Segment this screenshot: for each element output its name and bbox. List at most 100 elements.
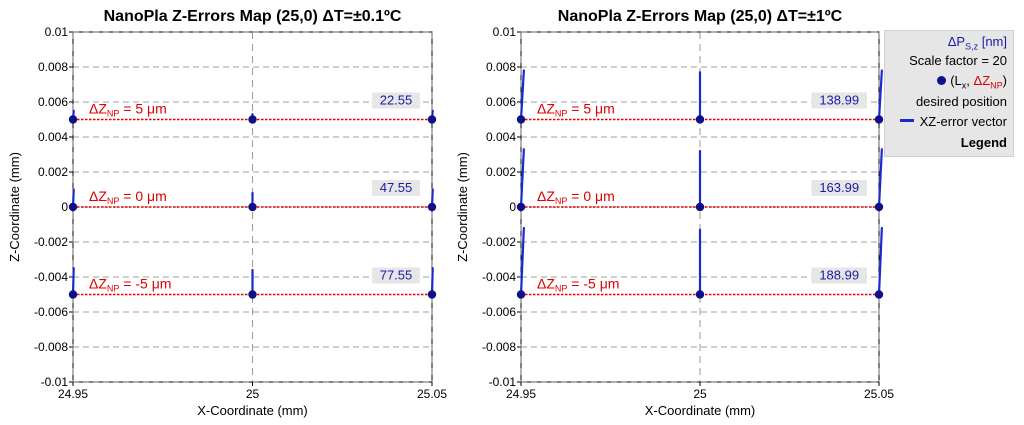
desired-position-point bbox=[695, 115, 705, 124]
desired-position-point bbox=[516, 115, 526, 124]
desired-position-point bbox=[695, 290, 705, 299]
y-tick-label: -0.008 bbox=[482, 340, 516, 354]
desired-position-point bbox=[874, 115, 884, 124]
x-tick-label: 24.95 bbox=[506, 387, 536, 401]
row-label: ΔZNP = 5 μm bbox=[537, 101, 615, 119]
row-label: ΔZNP = -5 μm bbox=[537, 276, 619, 294]
legend-point-open: (L bbox=[950, 73, 962, 88]
row-label: ΔZNP = 0 μm bbox=[89, 188, 167, 206]
legend-title-prefix: ΔP bbox=[947, 34, 966, 49]
legend-point-red: ΔZ bbox=[973, 73, 991, 88]
legend-desired: desired position bbox=[915, 94, 1007, 109]
error-value-label: 138.99 bbox=[819, 93, 859, 108]
y-tick-label: 0.004 bbox=[38, 130, 68, 144]
legend-point-close: ) bbox=[1002, 73, 1007, 88]
y-tick-label: 0.006 bbox=[38, 95, 68, 109]
y-tick-label: -0.006 bbox=[34, 305, 68, 319]
legend-point-sub: x bbox=[961, 80, 967, 91]
desired-position-point bbox=[68, 290, 78, 299]
y-tick-label: -0.004 bbox=[482, 270, 516, 284]
legend-scale: Scale factor = 20 bbox=[909, 53, 1007, 68]
desired-position-point bbox=[516, 290, 526, 299]
error-vector bbox=[877, 148, 883, 209]
desired-position-point bbox=[427, 115, 437, 124]
legend-title: ΔPS,z [nm] bbox=[948, 34, 1007, 52]
y-tick-label: 0.008 bbox=[486, 60, 516, 74]
legend-vector-entry: XZ-error vector bbox=[899, 114, 1007, 129]
row-label: ΔZNP = 5 μm bbox=[89, 101, 167, 119]
chart-panel-2: 0.01 0.008 0.006 0.004 0.002 0 -0.002 -0.004 -0.… bbox=[455, 8, 894, 418]
error-vector bbox=[877, 226, 883, 296]
error-vector bbox=[519, 148, 525, 209]
y-tick-label: 0 bbox=[61, 200, 68, 214]
error-value-label: 22.55 bbox=[380, 93, 413, 108]
x-tick-label: 24.95 bbox=[58, 387, 88, 401]
legend-title-suffix: [nm] bbox=[978, 34, 1007, 49]
x-tick-label: 25 bbox=[246, 387, 260, 401]
y-tick-label: -0.008 bbox=[34, 340, 68, 354]
desired-position-point bbox=[248, 202, 257, 212]
error-value-box bbox=[372, 92, 420, 109]
y-axis-label: Z-Coordinate (mm) bbox=[455, 152, 470, 262]
desired-position-point bbox=[874, 202, 884, 212]
chart-title: NanoPla Z-Errors Map (25,0) ΔT=±0.1ºC bbox=[104, 8, 402, 25]
legend-point-red-sub: NP bbox=[990, 80, 1003, 91]
error-value-box bbox=[372, 267, 420, 284]
y-axis-label: Z-Coordinate (mm) bbox=[7, 152, 22, 262]
y-tick-label: 0.01 bbox=[45, 25, 69, 39]
desired-position-point bbox=[695, 202, 705, 212]
y-tick-label: -0.006 bbox=[482, 305, 516, 319]
legend-point-entry: (Lx, ΔZNP) bbox=[937, 73, 1007, 91]
y-tick-label: 0.006 bbox=[486, 95, 516, 109]
x-axis-label: X-Coordinate (mm) bbox=[197, 403, 308, 418]
desired-position-point bbox=[68, 202, 78, 212]
legend-title-sub: S,z bbox=[965, 41, 979, 52]
desired-position-point bbox=[516, 202, 526, 212]
y-tick-label: -0.01 bbox=[489, 375, 517, 389]
legend-vector-marker bbox=[899, 119, 914, 122]
error-vector bbox=[519, 69, 525, 121]
y-tick-label: -0.004 bbox=[34, 270, 68, 284]
x-axis-label: X-Coordinate (mm) bbox=[645, 403, 756, 418]
chart-title: NanoPla Z-Errors Map (25,0) ΔT=±1ºC bbox=[558, 8, 843, 25]
y-tick-label: 0.01 bbox=[493, 25, 517, 39]
desired-position-point bbox=[248, 115, 257, 124]
legend: ΔPS,z [nm] Scale factor = 20 (Lx, ΔZNP) … bbox=[884, 30, 1014, 157]
error-vector bbox=[430, 267, 434, 296]
error-value-box bbox=[811, 267, 867, 284]
error-vector bbox=[877, 69, 883, 121]
error-vector bbox=[71, 267, 75, 296]
y-tick-label: -0.002 bbox=[482, 235, 516, 249]
desired-position-point bbox=[874, 290, 884, 299]
chart-panel-1: 0.01 0.008 0.006 0.004 0.002 0 -0.002 -0.004 -0.… bbox=[7, 8, 447, 418]
y-tick-label: 0 bbox=[509, 200, 516, 214]
desired-position-point bbox=[68, 115, 78, 124]
x-tick-label: 25.05 bbox=[864, 387, 894, 401]
desired-position-point bbox=[427, 290, 437, 299]
y-tick-label: 0.002 bbox=[486, 165, 516, 179]
y-tick-label: 0.008 bbox=[38, 60, 68, 74]
desired-position-point bbox=[427, 202, 437, 212]
y-tick-label: -0.01 bbox=[41, 375, 69, 389]
legend-point-marker bbox=[937, 76, 947, 85]
x-tick-label: 25 bbox=[693, 387, 707, 401]
y-tick-label: -0.002 bbox=[34, 235, 68, 249]
error-value-label: 188.99 bbox=[819, 268, 859, 283]
x-tick-label: 25.05 bbox=[417, 387, 447, 401]
error-value-box bbox=[372, 180, 420, 196]
error-value-label: 77.55 bbox=[380, 268, 413, 283]
legend-point-sep: , bbox=[966, 73, 974, 88]
error-vector bbox=[519, 226, 525, 296]
error-value-box bbox=[811, 180, 867, 196]
error-value-label: 47.55 bbox=[380, 180, 413, 195]
error-value-box bbox=[811, 92, 867, 109]
y-tick-label: 0.004 bbox=[486, 130, 516, 144]
row-label: ΔZNP = -5 μm bbox=[89, 276, 171, 294]
row-label: ΔZNP = 0 μm bbox=[537, 188, 615, 206]
legend-vector-label: XZ-error vector bbox=[919, 114, 1007, 129]
legend-caption: Legend bbox=[960, 135, 1007, 150]
desired-position-point bbox=[248, 290, 257, 299]
y-tick-label: 0.002 bbox=[38, 165, 68, 179]
error-value-label: 163.99 bbox=[819, 180, 859, 195]
